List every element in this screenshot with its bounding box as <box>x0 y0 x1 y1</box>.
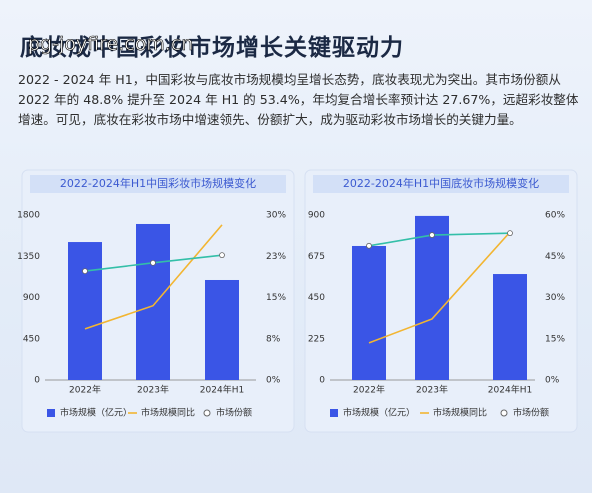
y2-tick-label: 0% <box>545 376 560 386</box>
marker <box>150 259 156 266</box>
y2-tick-label: 23% <box>266 252 286 262</box>
legend-label: 市场规模（亿元） <box>343 407 415 419</box>
line <box>84 224 223 330</box>
y-tick-label: 450 <box>308 293 325 303</box>
marker <box>429 232 435 238</box>
bar <box>136 223 170 380</box>
y-tick-label: 225 <box>308 334 325 344</box>
y-tick-label: 1350 <box>17 252 40 262</box>
y-tick-label: 675 <box>308 252 325 262</box>
line <box>368 231 511 344</box>
x-tick-label: 2024年H1 <box>200 384 244 396</box>
legend-swatch <box>203 409 211 417</box>
y-tick-label: 1800 <box>17 211 40 221</box>
y-tick-label: 450 <box>23 334 40 344</box>
y-tick-label: 900 <box>23 293 40 303</box>
watermark: pg-joyfire.com.cn <box>28 33 194 56</box>
legend-label: 市场份额 <box>513 407 549 419</box>
bar <box>68 242 102 380</box>
legend-swatch <box>330 409 338 417</box>
y-tick-label: 0 <box>319 376 325 386</box>
bar <box>352 245 386 380</box>
marker <box>507 230 513 237</box>
legend-label: 市场份额 <box>216 407 252 419</box>
paragraph: 2022 - 2024 年 H1，中国彩妆与底妆市场规模均呈增长态势，底妆表现尤… <box>18 72 579 127</box>
x-tick-label: 2024年H1 <box>488 384 532 396</box>
y2-tick-label: 30% <box>266 211 286 221</box>
y2-tick-label: 0% <box>266 376 281 386</box>
legend-swatch <box>500 409 508 417</box>
chart-title-band <box>313 175 569 193</box>
chart-title-band <box>30 175 286 193</box>
y2-tick-label: 60% <box>545 211 565 221</box>
y-tick-label: 900 <box>308 211 325 221</box>
y2-tick-label: 8% <box>266 334 281 344</box>
title: 底妆成中国彩妆市场增长关键驱动力 <box>20 35 404 61</box>
legend-label: 市场规模同比 <box>141 407 195 419</box>
x-tick-label: 2022年 <box>353 384 385 396</box>
marker <box>82 268 88 275</box>
x-tick-label: 2023年 <box>416 384 448 396</box>
marker <box>219 252 225 259</box>
x-tick-label: 2023年 <box>137 384 169 396</box>
bar <box>415 215 449 380</box>
y2-tick-label: 30% <box>545 293 565 303</box>
bar <box>205 279 239 380</box>
legend-swatch <box>47 409 55 417</box>
chart-title: 2022-2024年H1中国底妆市场规模变化 <box>343 176 539 190</box>
y-tick-label: 0 <box>34 376 40 386</box>
chart-title: 2022-2024年H1中国彩妆市场规模变化 <box>60 176 256 190</box>
marker <box>366 242 372 249</box>
legend-label: 市场规模（亿元） <box>60 407 132 419</box>
y2-tick-label: 45% <box>545 252 565 262</box>
x-tick-label: 2022年 <box>69 384 101 396</box>
legend-label: 市场规模同比 <box>433 407 487 419</box>
y2-tick-label: 15% <box>545 334 565 344</box>
bar <box>493 274 527 380</box>
y2-tick-label: 15% <box>266 293 286 303</box>
